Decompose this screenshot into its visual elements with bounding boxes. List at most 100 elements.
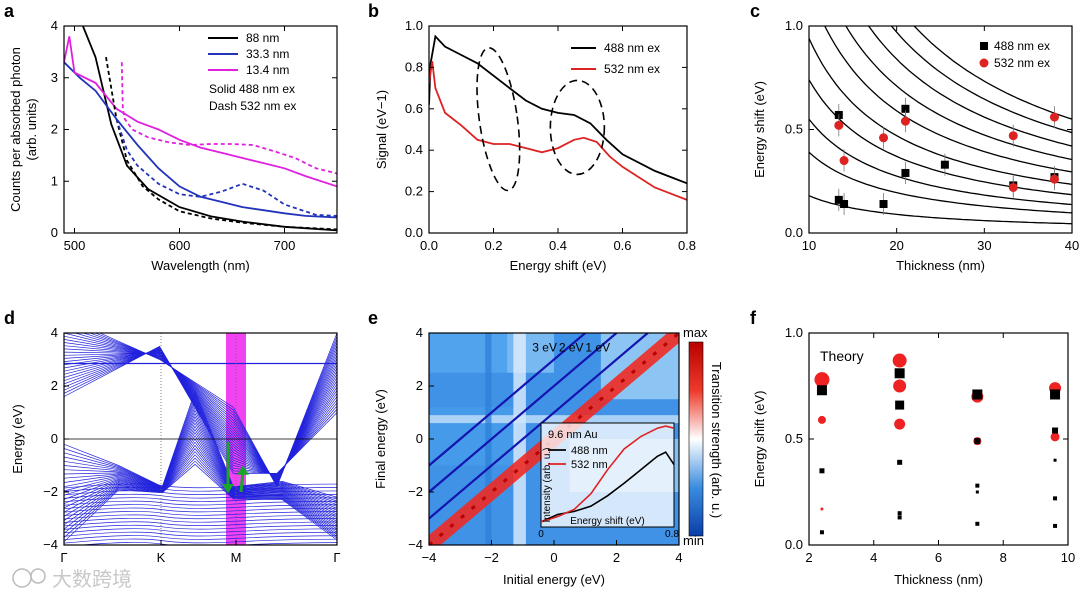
- d-band-line: [64, 514, 337, 520]
- data-point-532: [820, 507, 824, 511]
- d-band-line: [64, 486, 337, 492]
- panel-b-xtick-label: 0.6: [613, 238, 631, 253]
- band-line: [64, 352, 337, 481]
- panel-e: e 3 eV 2 eV 1 eV 9.6 nm Au 488 nm 532 nm Energy…: [368, 308, 724, 587]
- transition-arrow-head: [237, 465, 249, 475]
- data-point-488: [834, 195, 843, 204]
- d-band-line: [64, 517, 337, 523]
- panel-b-xtick-label: 0.4: [549, 238, 567, 253]
- panel-c: c 10 20 30 40 0.0 0.5 1.0 Thickness (nm) Energy s…: [750, 1, 1079, 273]
- panel-a-plot-area: [64, 26, 337, 232]
- panel-b-ylabel: Signal (eV−1): [374, 90, 389, 169]
- band-line: [64, 351, 337, 480]
- panel-d-plot-area: [64, 333, 337, 545]
- series-solid-88nm: [82, 26, 337, 232]
- panel-c-xtick-label: 20: [889, 238, 903, 253]
- panel-e-ytick-label: 0: [416, 431, 423, 446]
- panel-d-ytick-label: −2: [43, 484, 58, 499]
- data-point-488: [840, 200, 849, 209]
- inset-xtick-label: 0: [538, 529, 544, 540]
- inset-title: 9.6 nm Au: [548, 429, 598, 441]
- d-band-line: [77, 542, 337, 545]
- legend-label: 532 nm ex: [994, 56, 1050, 70]
- legend-label: 488 nm ex: [994, 39, 1050, 53]
- panel-e-xlabel: Initial energy (eV): [503, 572, 605, 587]
- d-band-line: [64, 521, 337, 527]
- band-line: [64, 419, 337, 515]
- band-line: [64, 348, 337, 478]
- data-point-532: [1050, 432, 1060, 442]
- data-point-488: [1052, 427, 1059, 434]
- band-line: [64, 454, 337, 535]
- panel-f: f 2 4 6 8 10 0.0 0.5 1.0 Thickness (nm) Energy shi…: [750, 308, 1075, 587]
- panel-f-xtick-label: 4: [870, 550, 877, 565]
- series-solid-134nm: [64, 36, 337, 188]
- d-band-line: [64, 483, 337, 489]
- colorbar-tick-label: max: [683, 325, 708, 340]
- panel-e-xtick-label: 2: [613, 550, 620, 565]
- data-point-488: [975, 483, 980, 488]
- d-band-line: [64, 507, 337, 513]
- band-line: [64, 463, 337, 543]
- panel-a-sub-ylabel: (arb. units): [24, 98, 39, 160]
- panel-b-frame: [428, 25, 688, 234]
- band-line: [64, 347, 337, 476]
- band-line: [64, 460, 337, 539]
- panel-c-xtick-label: 30: [977, 238, 991, 253]
- inset-xtick-label: 0.8: [665, 529, 679, 540]
- panel-f-frame: [808, 332, 1069, 546]
- d-band-line: [64, 528, 337, 534]
- legend-marker-488: [980, 42, 988, 50]
- band-line: [64, 406, 337, 507]
- data-point-488: [972, 389, 983, 400]
- data-point-488: [1050, 389, 1061, 400]
- data-point-532: [900, 116, 910, 126]
- series-dash-134nm: [120, 62, 337, 175]
- model-curve: [809, 79, 1072, 196]
- energy-shift-line-label: 2 eV: [559, 341, 584, 355]
- data-point-532: [1049, 112, 1059, 122]
- data-point-488: [819, 468, 825, 474]
- d-band-line: [64, 535, 337, 541]
- data-point-532: [1049, 174, 1059, 184]
- panel-c-xlabel: Thickness (nm): [896, 258, 985, 273]
- panel-a-ytick-label: 4: [51, 18, 58, 33]
- panel-d-ytick-label: 4: [51, 325, 58, 340]
- panel-letter-c: c: [750, 1, 760, 21]
- watermark: 大数跨境: [12, 568, 132, 591]
- panel-b-ytick-label: 1.0: [405, 18, 423, 33]
- panel-c-plot-area: [809, 26, 1072, 225]
- energy-shift-line: [429, 333, 649, 520]
- panel-f-xtick-label: 2: [805, 550, 812, 565]
- data-point-488: [894, 368, 905, 379]
- data-point-488: [1053, 523, 1058, 528]
- data-point-488: [975, 521, 980, 526]
- heatmap-patch: [485, 333, 492, 545]
- band-line: [64, 428, 337, 520]
- panel-d-xtick-label: Γ: [60, 550, 67, 565]
- data-point-488: [901, 104, 910, 113]
- band-line: [64, 451, 337, 533]
- panel-d-xtick-label: K: [157, 550, 166, 565]
- panel-a-ytick-label: 3: [51, 70, 58, 85]
- panel-c-xtick-label: 40: [1065, 238, 1079, 253]
- band-line: [64, 422, 337, 517]
- band-line: [64, 348, 337, 477]
- panel-a-ytick-label: 1: [51, 173, 58, 188]
- panel-b-ytick-label: 0.6: [405, 101, 423, 116]
- panel-d-ytick-label: −4: [43, 537, 58, 552]
- data-point-488: [897, 459, 903, 465]
- inset-frame: [540, 422, 675, 528]
- data-point-488: [940, 160, 949, 169]
- legend-note: Dash 532 nm ex: [209, 99, 296, 113]
- d-band-line: [64, 524, 337, 530]
- energy-shift-line: [429, 333, 618, 493]
- band-line: [64, 409, 337, 509]
- panel-letter-f: f: [750, 308, 757, 328]
- panel-b: b 0.0 0.2 0.4 0.6 0.8 0.0 0.2 0.4 0.6 0.8 1.0 Energy…: [368, 1, 696, 273]
- panel-letter-b: b: [368, 1, 379, 21]
- inset-ylabel: Intensity (arb. u.): [542, 447, 553, 522]
- data-point-488: [1053, 496, 1058, 501]
